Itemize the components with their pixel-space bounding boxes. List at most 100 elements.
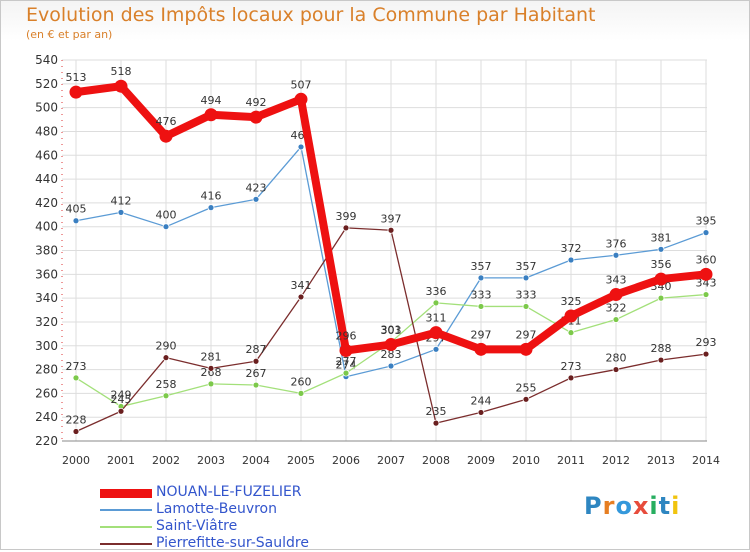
y-tick-label: 400 [35,220,58,234]
data-point [387,362,395,370]
data-point [477,274,485,282]
x-tick-label: 2001 [107,454,135,467]
data-label: 273 [561,360,582,373]
logo-letter: r [602,492,616,520]
data-label: 492 [246,96,267,109]
logo-letter: i [649,492,659,520]
data-point [339,344,353,358]
y-tick-label: 380 [35,244,58,258]
data-label: 343 [606,274,627,287]
data-label: 372 [561,242,582,255]
data-label: 381 [651,231,672,244]
data-point [117,407,125,415]
data-label: 360 [696,253,717,266]
data-point [429,326,443,340]
data-label: 357 [471,260,492,273]
chart-subtitle: (en € et par an) [26,28,113,41]
data-label: 258 [156,378,177,391]
x-tick-label: 2012 [602,454,630,467]
y-tick-label: 300 [35,339,58,353]
data-point [432,419,440,427]
x-tick-label: 2006 [332,454,360,467]
data-label: 513 [66,71,87,84]
data-point [117,208,125,216]
data-point [252,357,260,365]
data-label: 518 [111,65,132,78]
x-tick-label: 2008 [422,454,450,467]
x-tick-label: 2010 [512,454,540,467]
data-point [342,224,350,232]
y-tick-label: 220 [35,434,58,448]
x-tick-label: 2013 [647,454,675,467]
data-point [567,256,575,264]
y-tick-label: 480 [35,124,58,138]
data-point [207,204,215,212]
data-label: 281 [201,350,222,363]
data-point [204,108,218,122]
data-point [567,374,575,382]
data-label: 301 [381,324,402,337]
data-point [657,245,665,253]
data-point [432,345,440,353]
data-label: 356 [651,258,672,271]
y-tick-label: 340 [35,291,58,305]
data-label: 293 [696,336,717,349]
y-tick-label: 260 [35,386,58,400]
x-tick-label: 2004 [242,454,270,467]
data-point [702,291,710,298]
data-label: 336 [426,285,447,298]
data-label: 274 [336,359,357,372]
x-tick-label: 2000 [62,454,90,467]
logo-letter: t [658,492,672,520]
y-tick-label: 540 [35,53,58,67]
data-label: 297 [471,328,492,341]
data-label: 273 [66,360,87,373]
data-point [294,92,308,106]
data-label: 333 [516,288,537,301]
data-point [564,309,578,323]
data-point [252,195,260,203]
y-tick-label: 440 [35,172,58,186]
data-label: 277 [336,355,357,368]
legend-label: Pierrefitte-sur-Sauldre [156,535,309,551]
data-point [159,129,173,143]
data-label: 412 [111,194,132,207]
data-label: 280 [606,352,627,365]
data-label: 376 [606,237,627,250]
legend-swatch [100,526,152,528]
y-tick-label: 420 [35,196,58,210]
data-point [72,428,80,435]
y-tick-label: 320 [35,315,58,329]
data-point [609,288,623,302]
data-point [522,395,530,403]
data-label: 311 [426,312,447,325]
data-label: 416 [201,190,222,203]
data-point [207,364,215,372]
legend-label: Lamotte-Beuvron [156,501,277,517]
data-point [702,350,710,358]
legend-swatch [100,488,152,498]
y-tick-label: 280 [35,363,58,377]
logo-letter: x [632,492,650,520]
data-label: 255 [516,381,537,394]
data-label: 322 [606,302,627,315]
data-point [297,389,305,397]
y-tick-label: 240 [35,410,58,424]
data-point [387,226,395,234]
data-point [69,85,83,99]
data-label: 494 [201,94,222,107]
data-label: 303 [381,324,402,337]
data-label: 341 [291,279,312,292]
proxiti-logo: Proxiti [584,492,680,520]
data-point [297,143,305,151]
data-point [612,251,620,259]
data-point [384,338,398,352]
y-tick-label: 360 [35,267,58,281]
data-label: 325 [561,295,582,308]
data-point [522,274,530,282]
data-label: 405 [66,203,87,216]
data-label: 296 [336,330,357,343]
data-point [72,374,80,382]
data-label: 244 [471,394,492,407]
data-label: 287 [246,343,267,356]
